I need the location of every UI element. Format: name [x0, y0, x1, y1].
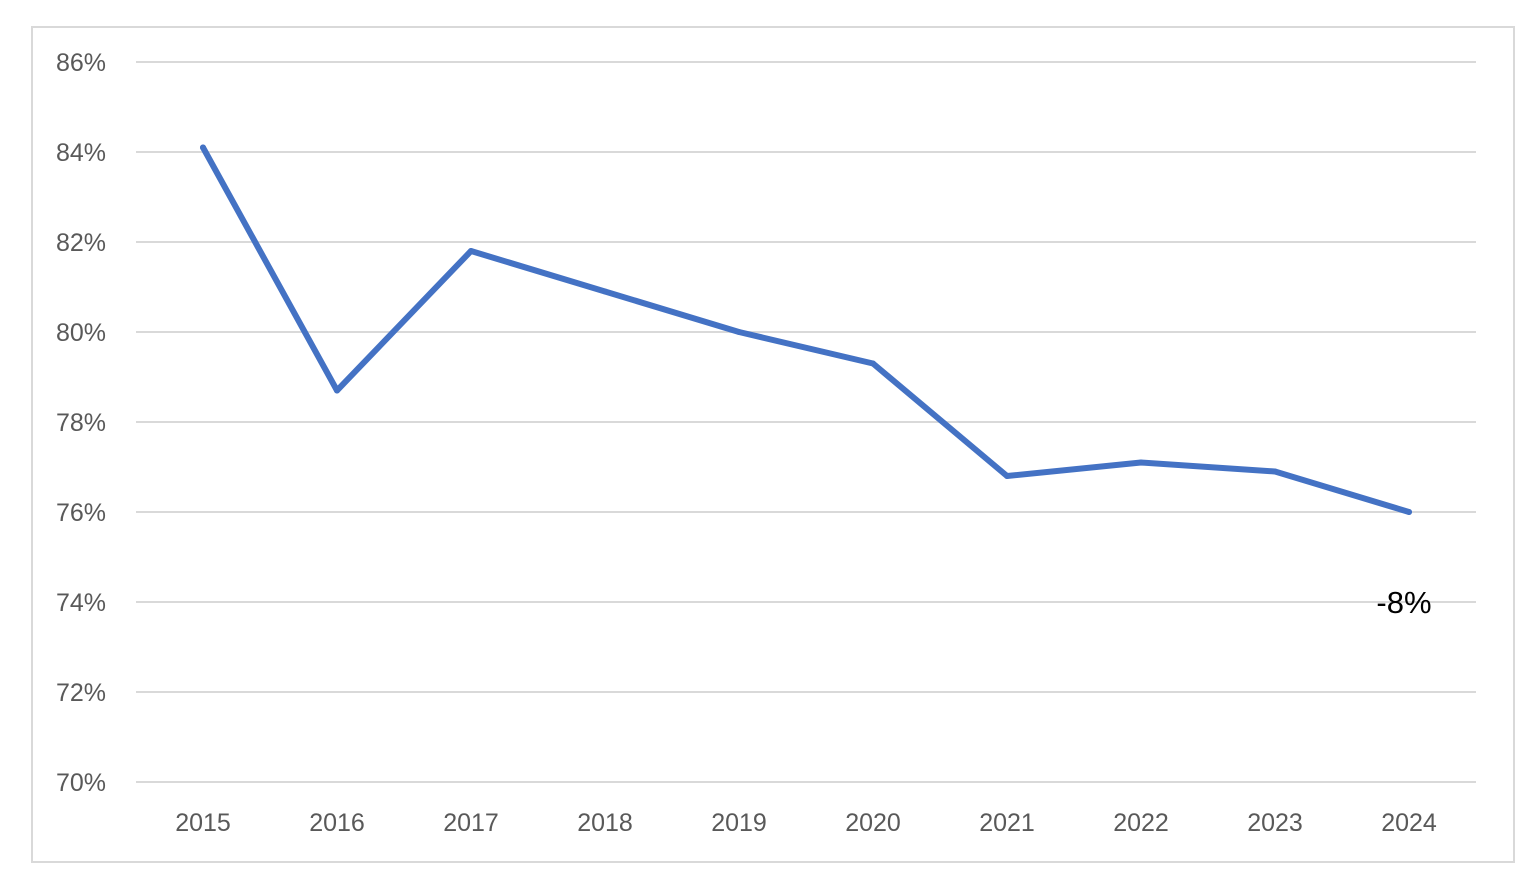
y-tick-label: 80%: [56, 319, 106, 347]
y-tick-label: 76%: [56, 499, 106, 527]
y-tick-label: 72%: [56, 679, 106, 707]
data-point-2017: [468, 248, 474, 254]
x-tick-label: 2016: [309, 809, 365, 837]
data-point-2016: [334, 387, 340, 394]
y-tick-label: 74%: [56, 589, 106, 617]
data-point-2021: [1004, 473, 1010, 479]
chart-frame: [31, 26, 1515, 863]
annotation-label: -8%: [1376, 585, 1431, 620]
x-tick-label: 2023: [1247, 809, 1303, 837]
y-tick-label: 78%: [56, 409, 106, 437]
y-tick-label: 84%: [56, 139, 106, 167]
data-point-2015: [200, 144, 206, 151]
series-group: [200, 144, 1412, 515]
data-point-2020: [870, 360, 876, 367]
x-tick-label: 2021: [979, 809, 1035, 837]
x-tick-label: 2019: [711, 809, 767, 837]
x-tick-label: 2018: [577, 809, 633, 837]
x-axis-tick-labels: 2015 2016 2017 2018 2019 2020 2021 2022 2023 2024: [175, 809, 1437, 837]
series-line: [200, 144, 1412, 515]
x-tick-label: 2024: [1381, 809, 1437, 837]
annotations: -8%: [1376, 585, 1431, 620]
x-tick-label: 2020: [845, 809, 901, 837]
y-tick-label: 82%: [56, 229, 106, 257]
data-point-2023: [1272, 468, 1278, 475]
data-point-2019: [736, 329, 742, 335]
y-axis-tick-labels: 70% 72% 74% 76% 78% 80% 82% 84% 86%: [56, 49, 106, 797]
x-tick-label: 2022: [1113, 809, 1169, 837]
gridlines: [136, 61, 1476, 783]
data-point-2022: [1138, 459, 1144, 466]
x-tick-label: 2017: [443, 809, 499, 837]
data-point-2018: [602, 288, 608, 295]
x-tick-label: 2015: [175, 809, 231, 837]
y-tick-label: 70%: [56, 769, 106, 797]
data-point-2024: [1406, 509, 1412, 515]
y-tick-label: 86%: [56, 49, 106, 77]
